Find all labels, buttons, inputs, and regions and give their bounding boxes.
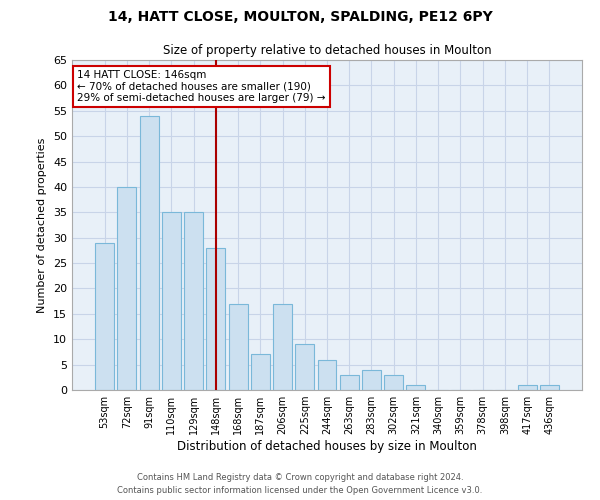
Bar xyxy=(273,304,292,390)
Bar xyxy=(362,370,381,390)
Bar xyxy=(406,385,425,390)
Text: Contains HM Land Registry data © Crown copyright and database right 2024.
Contai: Contains HM Land Registry data © Crown c… xyxy=(118,474,482,495)
Bar xyxy=(184,212,203,390)
Text: 14 HATT CLOSE: 146sqm
← 70% of detached houses are smaller (190)
29% of semi-det: 14 HATT CLOSE: 146sqm ← 70% of detached … xyxy=(77,70,326,103)
Bar xyxy=(340,375,359,390)
Bar xyxy=(384,375,403,390)
Bar xyxy=(140,116,158,390)
Bar xyxy=(295,344,314,390)
Text: 14, HATT CLOSE, MOULTON, SPALDING, PE12 6PY: 14, HATT CLOSE, MOULTON, SPALDING, PE12 … xyxy=(107,10,493,24)
Bar xyxy=(229,304,248,390)
Bar xyxy=(317,360,337,390)
Bar xyxy=(251,354,270,390)
Title: Size of property relative to detached houses in Moulton: Size of property relative to detached ho… xyxy=(163,44,491,58)
Bar xyxy=(162,212,181,390)
Bar xyxy=(540,385,559,390)
Bar xyxy=(118,187,136,390)
Bar xyxy=(518,385,536,390)
Bar xyxy=(95,243,114,390)
Bar xyxy=(206,248,225,390)
X-axis label: Distribution of detached houses by size in Moulton: Distribution of detached houses by size … xyxy=(177,440,477,453)
Y-axis label: Number of detached properties: Number of detached properties xyxy=(37,138,47,312)
